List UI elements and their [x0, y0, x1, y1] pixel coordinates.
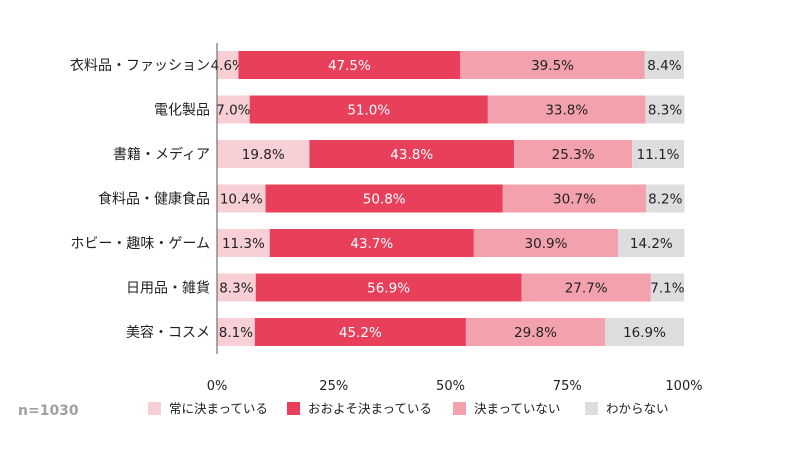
bar-segment — [238, 51, 461, 79]
legend-swatch — [148, 402, 161, 415]
data-label: 19.8% — [242, 147, 285, 163]
category-label: 日用品・雑貨 — [126, 280, 210, 297]
category-label: 書籍・メディア — [113, 146, 210, 163]
bar-segment — [650, 273, 684, 302]
data-label: 33.8% — [545, 103, 588, 119]
data-label: 27.7% — [565, 281, 608, 297]
bar-segment — [502, 184, 647, 213]
bar-segment — [265, 184, 503, 213]
data-label: 10.4% — [220, 192, 263, 208]
x-tick-label: 100% — [665, 379, 702, 394]
data-label: 4.6% — [211, 58, 245, 74]
category-label: 衣料品・ファッション — [70, 58, 210, 74]
data-label: 45.2% — [339, 325, 382, 341]
bar-segment — [309, 140, 515, 168]
data-label: 47.5% — [328, 58, 371, 74]
x-tick-label: 25% — [319, 379, 348, 394]
data-label: 43.8% — [390, 147, 433, 163]
legend-swatch — [585, 402, 598, 415]
data-label: 30.9% — [525, 236, 568, 252]
bar-segment — [644, 51, 684, 79]
data-label: 8.3% — [219, 281, 253, 297]
data-label: 8.1% — [219, 325, 253, 341]
bar-segment — [645, 95, 685, 124]
data-label: 30.7% — [553, 192, 596, 208]
legend-label: 決まっていない — [474, 401, 560, 416]
bar-segment — [217, 273, 256, 302]
sample-size-note: n=1030 — [18, 403, 79, 419]
bar-segment — [605, 318, 684, 346]
data-label: 50.8% — [363, 192, 406, 208]
data-label: 16.9% — [623, 325, 666, 341]
legend-label: 常に決まっている — [169, 401, 268, 416]
data-label: 25.3% — [552, 147, 595, 163]
data-label: 51.0% — [347, 103, 390, 119]
bar-segment — [646, 184, 685, 213]
x-tick-label: 75% — [553, 379, 582, 394]
data-label: 11.3% — [222, 236, 265, 252]
category-label: ホビー・趣味・ゲーム — [70, 236, 210, 252]
bar-segment — [217, 318, 255, 346]
data-label: 29.8% — [514, 325, 557, 341]
bar-segment — [217, 51, 239, 79]
bar-segment — [249, 95, 488, 124]
bar-segment — [521, 273, 651, 302]
legend-label: おおよそ決まっている — [308, 401, 432, 416]
bar-segment — [217, 95, 250, 124]
data-label: 56.9% — [367, 281, 410, 297]
bar-segment — [618, 229, 685, 257]
bar-segment — [465, 318, 606, 346]
bar-segment — [217, 140, 310, 168]
bar-segment — [254, 318, 466, 346]
data-label: 7.0% — [216, 103, 250, 119]
bar-segment — [473, 229, 619, 257]
bar-segment — [460, 51, 645, 79]
bar-segment — [217, 184, 266, 213]
bar-segment — [514, 140, 633, 168]
data-label: 8.4% — [647, 58, 681, 74]
bar-segment — [217, 229, 270, 257]
data-label: 14.2% — [630, 236, 673, 252]
category-label: 電化製品 — [154, 103, 210, 119]
data-label: 7.1% — [650, 281, 684, 297]
data-label: 39.5% — [531, 58, 574, 74]
x-tick-label: 0% — [207, 379, 228, 394]
data-label: 8.3% — [648, 103, 682, 119]
x-tick-label: 50% — [436, 379, 465, 394]
bar-segment — [487, 95, 646, 124]
legend-label: わからない — [606, 401, 669, 416]
data-label: 11.1% — [637, 147, 680, 163]
bar-segment — [632, 140, 684, 168]
category-label: 美容・コスメ — [126, 324, 210, 341]
data-label: 43.7% — [350, 236, 393, 252]
legend-swatch — [287, 402, 300, 415]
category-label: 食料品・健康食品 — [98, 191, 210, 208]
legend-swatch — [453, 402, 466, 415]
bar-segment — [255, 273, 522, 302]
data-label: 8.2% — [648, 192, 682, 208]
bar-segment — [269, 229, 474, 257]
